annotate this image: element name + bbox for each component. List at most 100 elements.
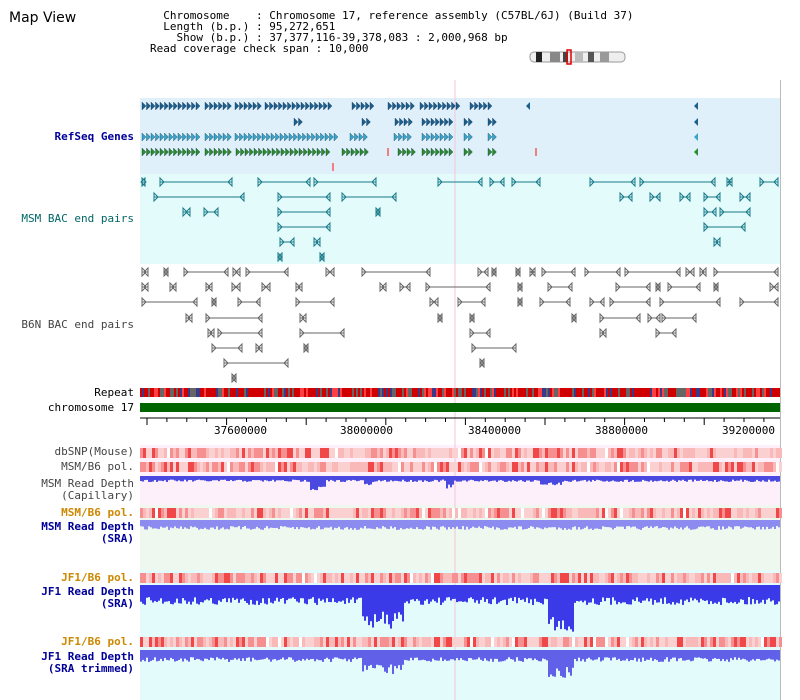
- read-depth-bar: [330, 585, 332, 603]
- read-depth-bar: [768, 476, 770, 480]
- polymorphism-cell: [212, 508, 215, 518]
- polymorphism-cell: [437, 508, 440, 518]
- repeat-block: [444, 388, 446, 397]
- polymorphism-cell: [686, 462, 689, 472]
- polymorphism-cell: [263, 462, 266, 472]
- repeat-block: [480, 388, 482, 397]
- bac-end-marker: [277, 251, 283, 263]
- polymorphism-cell: [503, 508, 506, 518]
- read-depth-bar: [486, 585, 488, 600]
- repeat-block: [448, 388, 450, 397]
- chromosome-label[interactable]: chromosome 17: [47, 401, 134, 414]
- b6n-bac-label[interactable]: B6N BAC end pairs: [21, 318, 134, 331]
- repeat-block: [494, 388, 496, 397]
- repeat-label[interactable]: Repeat: [94, 386, 134, 399]
- read-depth-bar: [560, 520, 562, 529]
- read-depth-bar: [556, 520, 558, 530]
- jf1-pol-label-1[interactable]: JF1/B6 pol.: [61, 571, 134, 584]
- read-depth-bar: [674, 585, 676, 605]
- read-depth-bar: [398, 585, 400, 613]
- jf1-depth-trimmed-label[interactable]: JF1 Read Depth (SRA trimmed): [41, 650, 134, 675]
- polymorphism-cell: [200, 573, 203, 583]
- read-depth-bar: [712, 520, 714, 529]
- polymorphism-cell: [425, 637, 428, 647]
- polymorphism-cell: [617, 573, 620, 583]
- gene-feature: [694, 148, 698, 156]
- read-depth-bar: [744, 650, 746, 660]
- read-depth-bar: [692, 476, 694, 482]
- read-depth-bar: [358, 650, 360, 659]
- polymorphism-cell: [146, 637, 149, 647]
- msm-bac-label[interactable]: MSM BAC end pairs: [21, 212, 134, 225]
- read-depth-bar: [232, 650, 234, 660]
- read-depth-bar: [748, 520, 750, 528]
- read-depth-bar: [648, 476, 650, 482]
- read-depth-bar: [696, 520, 698, 529]
- chromosome-line: Chromosome : Chromosome 17, reference as…: [150, 9, 634, 22]
- read-depth-bar: [238, 476, 240, 480]
- jf1-depth-sra-label[interactable]: JF1 Read Depth (SRA): [41, 585, 134, 610]
- read-depth-bar: [584, 520, 586, 528]
- polymorphism-cell: [290, 508, 293, 518]
- repeat-block: [582, 388, 584, 397]
- read-depth-bar: [462, 476, 464, 481]
- read-depth-bar: [514, 476, 516, 482]
- read-depth-bar: [522, 585, 524, 600]
- polymorphism-cell: [713, 462, 716, 472]
- read-depth-bar: [336, 585, 338, 603]
- gene-feature: [399, 117, 404, 127]
- polymorphism-cell: [347, 448, 350, 458]
- axis-tick-label: 38800000: [595, 424, 648, 437]
- polymorphism-cell: [221, 637, 224, 647]
- jf1-pol-label-2[interactable]: JF1/B6 pol.: [61, 635, 134, 648]
- read-depth-bar: [310, 476, 312, 491]
- read-depth-bar: [194, 585, 196, 598]
- repeat-block: [204, 388, 206, 397]
- gene-feature: [435, 117, 440, 127]
- read-depth-bar: [316, 650, 318, 660]
- polymorphism-cell: [725, 637, 728, 647]
- read-depth-bar: [564, 520, 566, 529]
- polymorphism-cell: [569, 637, 572, 647]
- polymorphism-cell: [428, 462, 431, 472]
- polymorphism-cell: [404, 462, 407, 472]
- repeat-block: [440, 388, 442, 397]
- read-depth-bar: [216, 476, 218, 481]
- polymorphism-cell: [221, 462, 224, 472]
- read-depth-bar: [660, 520, 662, 528]
- read-depth-bar: [714, 585, 716, 603]
- read-depth-bar: [362, 585, 364, 617]
- polymorphism-cell: [458, 462, 461, 472]
- repeat-block: [704, 388, 706, 397]
- gene-feature: [318, 101, 324, 111]
- repeat-block: [624, 388, 626, 397]
- repeat-block: [196, 388, 198, 397]
- polymorphism-cell: [647, 637, 650, 647]
- read-depth-bar: [192, 476, 194, 482]
- repeat-block: [312, 388, 314, 397]
- polymorphism-cell: [167, 462, 170, 472]
- read-depth-bar: [778, 585, 780, 602]
- read-depth-bar: [650, 650, 652, 658]
- repeat-block: [332, 388, 334, 397]
- polymorphism-cell: [284, 448, 287, 458]
- msm-depth-capillary-label[interactable]: MSM Read Depth (Capillary): [41, 477, 134, 502]
- repeat-block: [592, 388, 594, 397]
- show-range-line: Show (b.p.) : 37,377,116-39,378,083 : 2,…: [150, 31, 508, 44]
- read-depth-bar: [460, 650, 462, 659]
- refseq-label[interactable]: RefSeq Genes: [54, 130, 134, 143]
- polymorphism-cell: [698, 448, 701, 458]
- dbsnp-label[interactable]: dbSNP(Mouse): [54, 445, 134, 458]
- repeat-block: [508, 388, 510, 397]
- polymorphism-cell: [221, 508, 224, 518]
- polymorphism-cell: [290, 637, 293, 647]
- polymorphism-cell: [221, 573, 224, 583]
- repeat-block: [658, 388, 660, 397]
- polymorphism-cell: [404, 573, 407, 583]
- read-depth-bar: [440, 650, 442, 658]
- msm-pol-label-2[interactable]: MSM/B6 pol.: [61, 506, 134, 519]
- msm-pol-label-1[interactable]: MSM/B6 pol.: [61, 460, 134, 473]
- polymorphism-cell: [203, 508, 206, 518]
- msm-depth-sra-label[interactable]: MSM Read Depth (SRA): [41, 520, 134, 545]
